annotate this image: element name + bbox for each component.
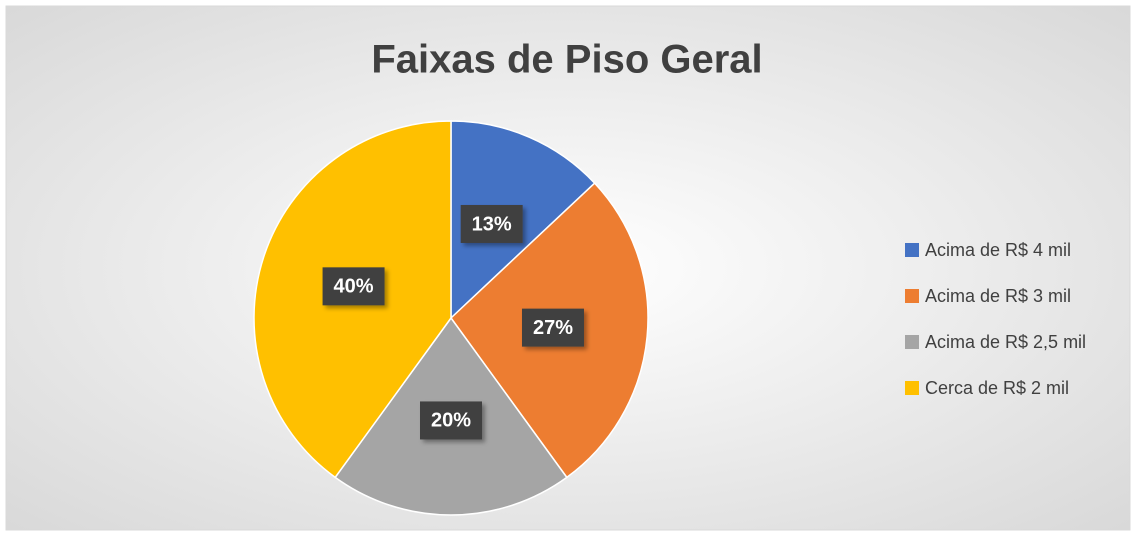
data-label-box xyxy=(420,401,482,440)
legend-swatch xyxy=(905,381,919,395)
data-label-box xyxy=(521,308,584,347)
data-label-text: 27% xyxy=(533,317,573,339)
data-label-box xyxy=(460,204,523,243)
legend-swatch xyxy=(905,335,919,349)
legend-swatch xyxy=(905,289,919,303)
data-label-text: 20% xyxy=(431,410,471,432)
data-label-text: 13% xyxy=(472,213,512,235)
legend-label: Acima de R$ 3 mil xyxy=(925,286,1071,306)
data-label-text: 40% xyxy=(334,276,374,298)
data-label: 27% xyxy=(521,308,584,347)
data-label: 40% xyxy=(322,267,385,306)
legend-label: Acima de R$ 2,5 mil xyxy=(925,332,1086,352)
legend-label: Acima de R$ 4 mil xyxy=(925,240,1071,260)
pie-slice xyxy=(450,120,596,320)
chart-title: Faixas de Piso Geral xyxy=(371,38,762,82)
legend-label: Cerca de R$ 2 mil xyxy=(925,378,1069,398)
data-label: 13% xyxy=(460,204,523,243)
data-label: 20% xyxy=(420,401,482,440)
legend-swatch xyxy=(905,243,919,257)
data-label-box xyxy=(322,267,385,306)
